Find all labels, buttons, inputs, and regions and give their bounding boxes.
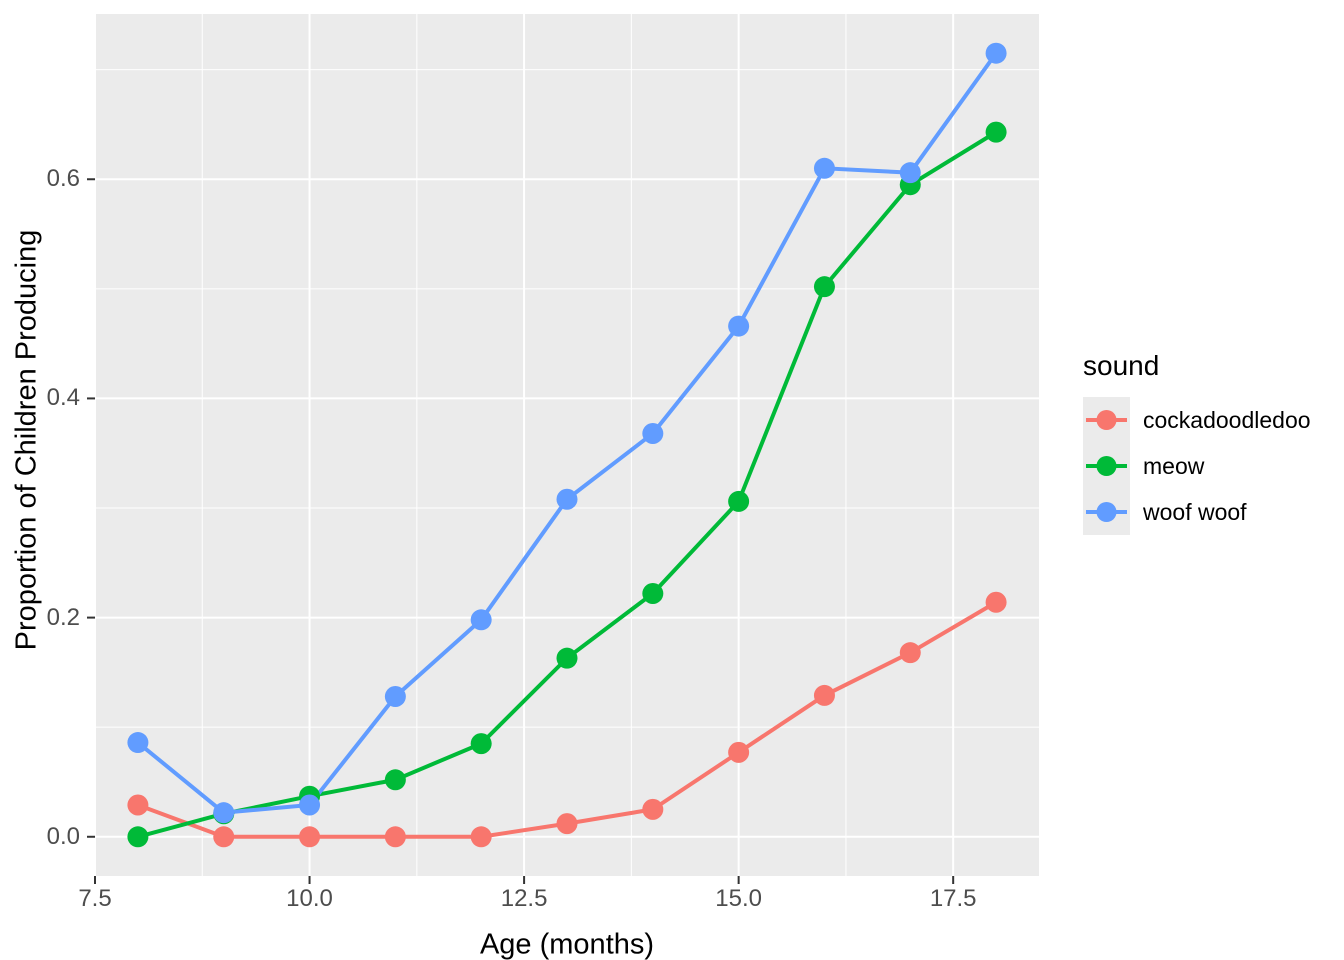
data-point-woof-woof	[213, 802, 235, 824]
data-point-meow	[813, 276, 835, 298]
legend-row-cockadoodledoo: cockadoodledoo	[1083, 397, 1311, 443]
data-point-cockadoodledoo	[642, 798, 664, 820]
y-tick-label: 0.6	[46, 165, 80, 193]
data-point-cockadoodledoo	[728, 741, 750, 763]
data-point-cockadoodledoo	[213, 826, 235, 848]
data-point-woof-woof	[127, 732, 149, 754]
legend-title: sound	[1083, 350, 1160, 381]
legend-label: cockadoodledoo	[1143, 406, 1311, 433]
data-point-meow	[556, 647, 578, 669]
data-point-woof-woof	[470, 609, 492, 631]
data-point-woof-woof	[813, 157, 835, 179]
x-axis-title: Age (months)	[479, 928, 655, 960]
data-point-meow	[470, 733, 492, 755]
data-point-cockadoodledoo	[813, 684, 835, 706]
x-tick-label: 15.0	[715, 885, 762, 912]
legend: sound cockadoodledoo meow woof woof	[1083, 350, 1311, 535]
data-point-woof-woof	[642, 422, 664, 444]
data-point-cockadoodledoo	[556, 813, 578, 835]
data-point-woof-woof	[728, 315, 750, 337]
data-point-meow	[985, 121, 1007, 143]
y-tick-label: 0.0	[46, 822, 80, 850]
y-tick-label: 0.2	[46, 603, 80, 631]
data-point-cockadoodledoo	[127, 794, 149, 816]
y-tick-label: 0.4	[46, 384, 80, 412]
data-point-meow	[384, 769, 406, 791]
data-point-meow	[127, 826, 149, 848]
data-point-cockadoodledoo	[985, 591, 1007, 613]
x-tick-label: 12.5	[500, 885, 548, 912]
legend-row-woof-woof: woof woof	[1083, 489, 1311, 535]
data-point-meow	[642, 582, 664, 604]
legend-label: woof woof	[1143, 498, 1247, 525]
data-point-cockadoodledoo	[470, 826, 492, 848]
data-point-woof-woof	[299, 794, 321, 816]
x-tick-label: 17.5	[929, 885, 977, 912]
x-tick-label: 7.5	[78, 885, 112, 912]
legend-label: meow	[1143, 452, 1205, 479]
data-point-woof-woof	[556, 488, 578, 510]
x-tick-label: 10.0	[286, 885, 333, 912]
legend-key-icon	[1083, 397, 1130, 443]
data-point-cockadoodledoo	[899, 642, 921, 664]
data-point-cockadoodledoo	[384, 826, 406, 848]
data-point-meow	[728, 490, 750, 512]
legend-key-icon	[1083, 489, 1130, 535]
legend-key-icon	[1083, 443, 1130, 489]
data-point-woof-woof	[384, 685, 406, 707]
y-axis-title: Proportion of Children Producing	[10, 229, 43, 651]
plot-panel-background	[95, 14, 1039, 876]
data-point-woof-woof	[899, 162, 921, 184]
legend-row-meow: meow	[1083, 443, 1311, 489]
data-point-woof-woof	[985, 42, 1007, 64]
data-point-cockadoodledoo	[299, 826, 321, 848]
